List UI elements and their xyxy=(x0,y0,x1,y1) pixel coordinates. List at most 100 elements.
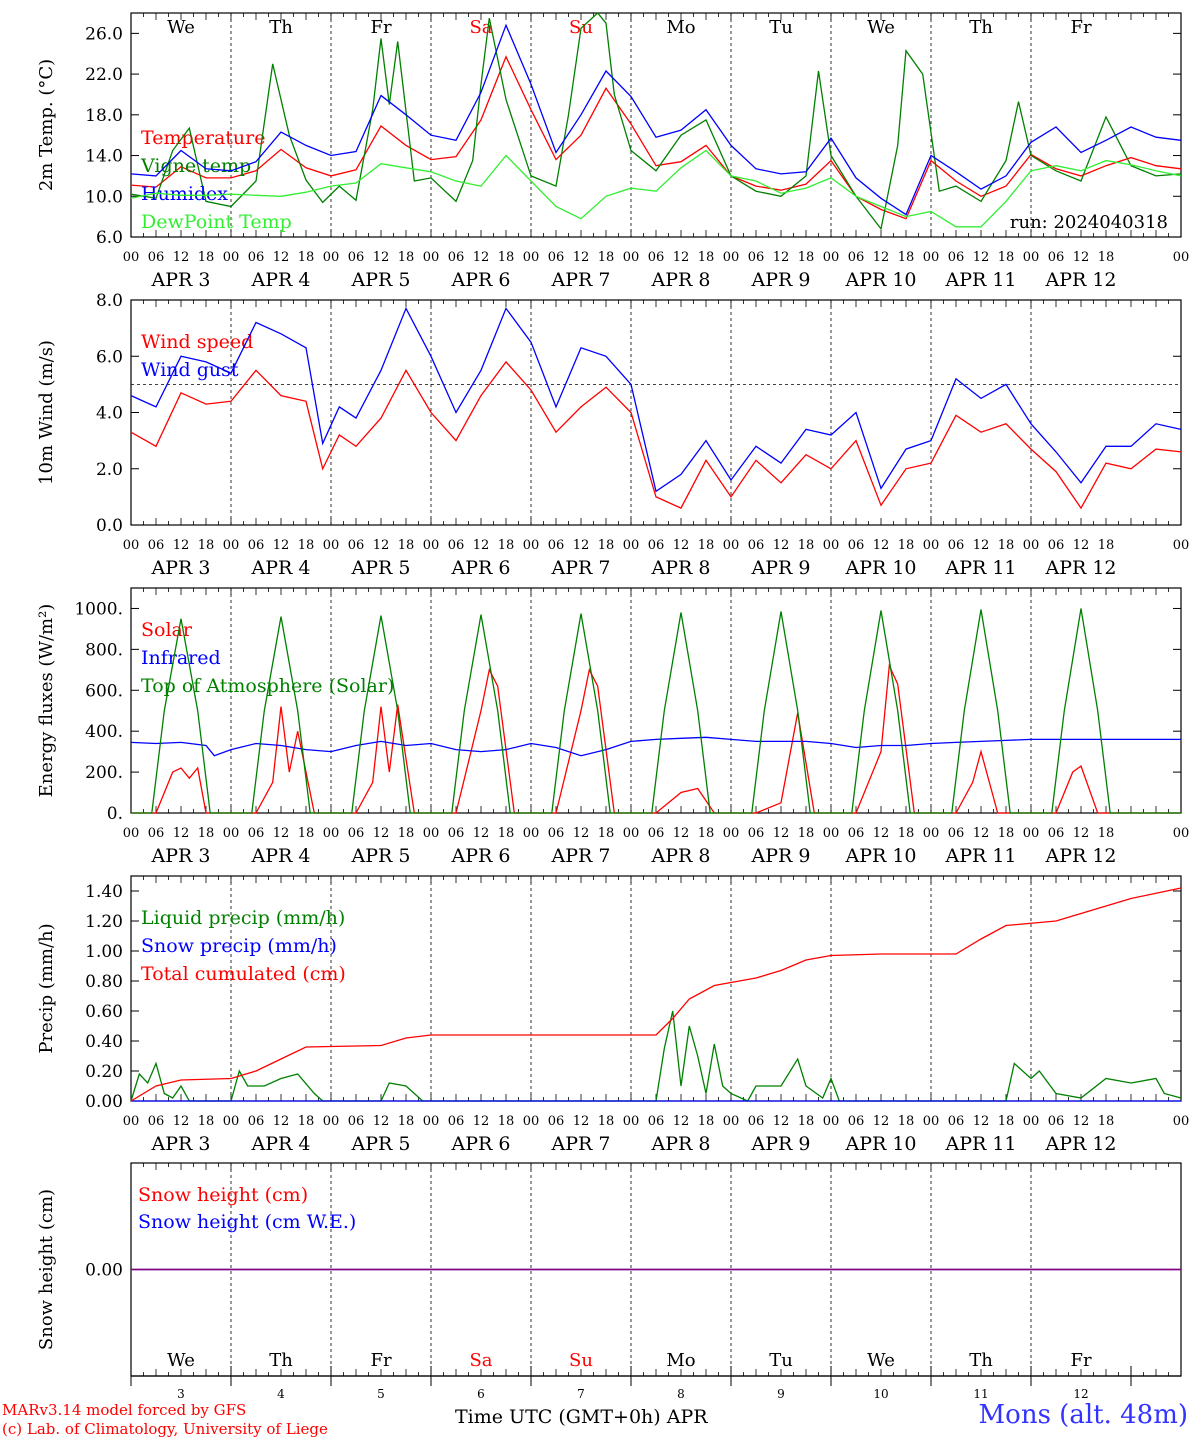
hour-tick-label: 18 xyxy=(898,1114,915,1129)
hour-tick-label: 12 xyxy=(973,826,990,841)
hour-tick-label: 12 xyxy=(873,826,890,841)
y-tick-label: 22.0 xyxy=(85,65,123,85)
run-annotation: run: 2024040318 xyxy=(1010,212,1168,233)
y-tick-label: 1.00 xyxy=(85,942,123,962)
hour-tick-label: 06 xyxy=(148,538,165,553)
hour-tick-label: 00 xyxy=(723,538,740,553)
hour-tick-label: 00 xyxy=(223,826,240,841)
y-tick-label: 4.0 xyxy=(96,404,123,424)
day-number-label: 6 xyxy=(477,1387,485,1401)
hour-tick-label: 18 xyxy=(598,826,615,841)
hour-tick-label: 06 xyxy=(348,1114,365,1129)
date-label: APR 11 xyxy=(944,269,1016,291)
hour-tick-label: 06 xyxy=(848,538,865,553)
hour-tick-label: 00 xyxy=(823,826,840,841)
hour-tick-label: 06 xyxy=(148,826,165,841)
hour-tick-label: 06 xyxy=(748,1114,765,1129)
hour-tick-label: 06 xyxy=(548,1114,565,1129)
hour-tick-label: 12 xyxy=(473,1114,490,1129)
hour-tick-label: 12 xyxy=(773,250,790,265)
hour-tick-label: 12 xyxy=(273,538,290,553)
date-label: APR 7 xyxy=(551,845,611,867)
hour-tick-label: 12 xyxy=(673,826,690,841)
hour-tick-label: 06 xyxy=(448,826,465,841)
hour-tick-label: 18 xyxy=(798,826,815,841)
hour-tick-label: 18 xyxy=(698,250,715,265)
day-number-label: 5 xyxy=(377,1387,385,1401)
hour-tick-label: 18 xyxy=(198,250,215,265)
y-tick-label: 10.0 xyxy=(85,187,123,207)
hour-tick-label: 12 xyxy=(273,826,290,841)
hour-tick-label: 00 xyxy=(1173,538,1190,553)
hour-tick-label: 00 xyxy=(923,250,940,265)
hour-tick-label: 12 xyxy=(573,250,590,265)
hour-tick-label: 06 xyxy=(348,826,365,841)
date-label: APR 12 xyxy=(1044,269,1116,291)
y-tick-label: 26.0 xyxy=(85,24,123,44)
hour-tick-label: 18 xyxy=(1098,250,1115,265)
weekday-label: Th xyxy=(269,17,293,38)
date-label: APR 12 xyxy=(1044,557,1116,579)
hour-tick-label: 18 xyxy=(298,1114,315,1129)
hour-tick-label: 12 xyxy=(473,538,490,553)
hour-tick-label: 00 xyxy=(823,1114,840,1129)
weekday-label: Fr xyxy=(1070,1350,1091,1371)
y-tick-label: 0.20 xyxy=(85,1062,123,1082)
hour-tick-label: 18 xyxy=(498,538,515,553)
day-number-label: 3 xyxy=(177,1387,185,1401)
hour-tick-label: 12 xyxy=(473,250,490,265)
hour-tick-label: 12 xyxy=(273,1114,290,1129)
hour-tick-label: 00 xyxy=(423,538,440,553)
date-label: APR 8 xyxy=(651,845,711,867)
hour-tick-label: 18 xyxy=(698,1114,715,1129)
y-tick-label: 6.0 xyxy=(96,228,123,248)
hour-tick-label: 12 xyxy=(373,538,390,553)
y-axis-label: Precip (mm/h) xyxy=(36,923,57,1053)
date-label: APR 3 xyxy=(151,845,211,867)
hour-tick-label: 12 xyxy=(873,250,890,265)
legend-entry: Vigne temp xyxy=(140,155,251,177)
y-axis-label: 2m Temp. (°C) xyxy=(36,59,57,191)
hour-tick-label: 00 xyxy=(223,1114,240,1129)
weekday-label: Fr xyxy=(370,1350,391,1371)
hour-tick-label: 00 xyxy=(323,1114,340,1129)
weekday-label: Su xyxy=(569,1350,593,1371)
hour-tick-label: 06 xyxy=(1048,250,1065,265)
hour-tick-label: 18 xyxy=(998,1114,1015,1129)
weekday-label: Th xyxy=(269,1350,293,1371)
series-line-wind-gust xyxy=(130,306,1182,493)
date-label: APR 9 xyxy=(751,269,811,291)
weekday-label: Sa xyxy=(469,1350,492,1371)
hour-tick-label: 18 xyxy=(698,826,715,841)
hour-tick-label: 00 xyxy=(623,826,640,841)
hour-tick-label: 00 xyxy=(123,250,140,265)
date-label: APR 4 xyxy=(251,845,311,867)
model-credit: MARv3.14 model forced by GFS xyxy=(2,1401,247,1419)
y-tick-label: 0.80 xyxy=(85,972,123,992)
hour-tick-label: 00 xyxy=(223,538,240,553)
hour-tick-label: 00 xyxy=(123,826,140,841)
hour-tick-label: 06 xyxy=(648,250,665,265)
hour-tick-label: 00 xyxy=(1023,826,1040,841)
hour-tick-label: 06 xyxy=(548,250,565,265)
date-label: APR 10 xyxy=(844,269,916,291)
hour-tick-label: 00 xyxy=(623,538,640,553)
y-tick-label: 0. xyxy=(107,804,123,824)
hour-tick-label: 18 xyxy=(1098,826,1115,841)
hour-tick-label: 00 xyxy=(523,250,540,265)
hour-tick-label: 06 xyxy=(948,826,965,841)
x-axis-title: Time UTC (GMT+0h) APR xyxy=(455,1406,708,1428)
hour-tick-label: 12 xyxy=(773,826,790,841)
hour-tick-label: 12 xyxy=(373,250,390,265)
date-label: APR 11 xyxy=(944,845,1016,867)
hour-tick-label: 12 xyxy=(173,538,190,553)
hour-tick-label: 12 xyxy=(173,1114,190,1129)
y-tick-label: 2.0 xyxy=(96,460,123,480)
hour-tick-label: 00 xyxy=(1023,538,1040,553)
hour-tick-label: 00 xyxy=(623,1114,640,1129)
y-tick-label: 0.60 xyxy=(85,1002,123,1022)
hour-tick-label: 06 xyxy=(948,250,965,265)
date-label: APR 10 xyxy=(844,1133,916,1155)
hour-tick-label: 00 xyxy=(123,1114,140,1129)
hour-tick-label: 12 xyxy=(773,1114,790,1129)
